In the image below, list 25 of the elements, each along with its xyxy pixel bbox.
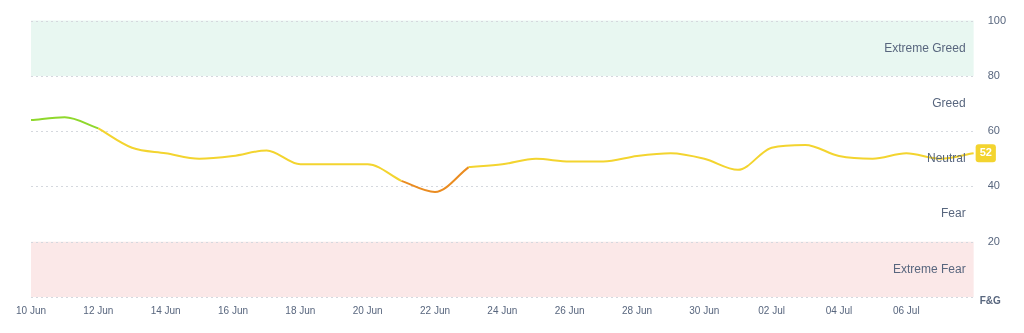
y-tick-label: 60 [987,124,1000,137]
annotation: Fear [940,206,966,221]
x-tick-label: 24 Jun [487,304,518,316]
x-tick-label: 20 Jun [352,304,383,316]
x-tick-label: 02 Jul [758,304,785,316]
y-tick-label: 80 [987,68,1000,81]
y-tick-label: 20 [987,234,1000,247]
data-label: 52 [979,146,992,159]
band-label: Extreme Greed [884,40,966,55]
x-tick-label: 16 Jun [217,304,249,316]
x-tick-label: 22 Jun [419,304,451,316]
band-label: Extreme Fear [892,261,966,276]
y-tick-label: 40 [987,179,1000,192]
y-axis-title: F&G [979,294,1001,306]
x-tick-label: 06 Jul [892,304,920,316]
x-tick-label: 14 Jun [150,304,181,316]
x-tick-label: 10 Jun [16,304,47,316]
annotation: Greed [932,95,966,110]
x-tick-label: 30 Jun [689,304,720,316]
x-tick-label: 26 Jun [554,304,585,316]
x-tick-label: 18 Jun [285,304,316,316]
x-tick-label: 04 Jul [825,304,853,316]
y-tick-label: 100 [987,13,1007,26]
x-tick-label: 28 Jun [621,304,653,316]
x-tick-label: 12 Jun [83,304,114,316]
